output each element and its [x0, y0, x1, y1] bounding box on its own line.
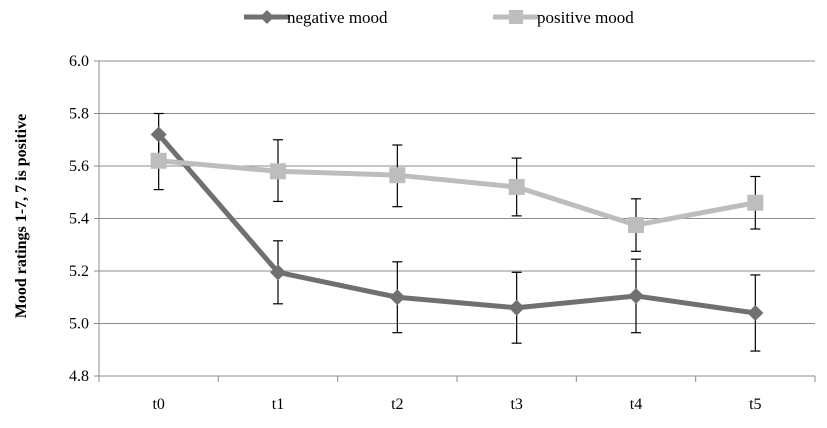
point-positive-mood-t1 — [270, 163, 286, 180]
y-tick-label-3: 5.4 — [69, 211, 89, 228]
point-negative-mood-t3 — [508, 299, 525, 316]
series-markers — [150, 126, 764, 321]
legend-marker-diamond — [260, 10, 274, 24]
x-tick-label-t0: t0 — [152, 396, 164, 413]
legend-label: negative mood — [287, 8, 388, 27]
point-negative-mood-t4 — [628, 287, 644, 304]
x-axis-ticks: t0 t1 t2 t3 t4 t5 — [98, 376, 816, 413]
point-negative-mood-t2 — [389, 289, 406, 306]
point-negative-mood-t1 — [270, 264, 286, 281]
x-tick-label-t2: t2 — [391, 396, 403, 413]
point-negative-mood-t5 — [747, 305, 764, 321]
y-tick-label-5: 5.8 — [69, 106, 89, 123]
y-axis-label: Mood ratings 1-7, 7 is positive — [13, 114, 30, 318]
legend-item-negative-mood: negative mood — [244, 8, 388, 27]
y-tick-label-2: 5.2 — [69, 263, 89, 280]
y-axis-ticks: 4.8 5.0 5.2 5.4 5.6 5.8 6.0 — [69, 53, 99, 385]
series-line-negative-mood — [156, 132, 758, 316]
series-line-positive-mood — [156, 158, 758, 228]
legend-marker-square — [509, 10, 523, 24]
y-tick-label-6: 6.0 — [69, 53, 89, 70]
point-positive-mood-t2 — [389, 167, 406, 184]
x-tick-label-t3: t3 — [510, 396, 522, 413]
x-tick-label-t1: t1 — [272, 396, 284, 413]
x-tick-label-t4: t4 — [630, 396, 642, 413]
y-tick-label-1: 5.0 — [69, 316, 89, 333]
y-tick-label-0: 4.8 — [69, 368, 89, 385]
point-positive-mood-t0 — [150, 152, 167, 169]
gridlines — [99, 60, 815, 377]
x-tick-label-t5: t5 — [749, 396, 761, 413]
point-positive-mood-t4 — [628, 217, 644, 234]
point-positive-mood-t3 — [508, 179, 525, 195]
legend-label: positive mood — [537, 8, 634, 27]
legend-item-positive-mood: positive mood — [493, 8, 634, 27]
legend: negative mood positive mood — [244, 8, 634, 27]
point-negative-mood-t0 — [150, 126, 167, 143]
y-tick-label-4: 5.6 — [69, 158, 89, 175]
series-lines — [156, 132, 758, 316]
point-positive-mood-t5 — [747, 194, 764, 211]
